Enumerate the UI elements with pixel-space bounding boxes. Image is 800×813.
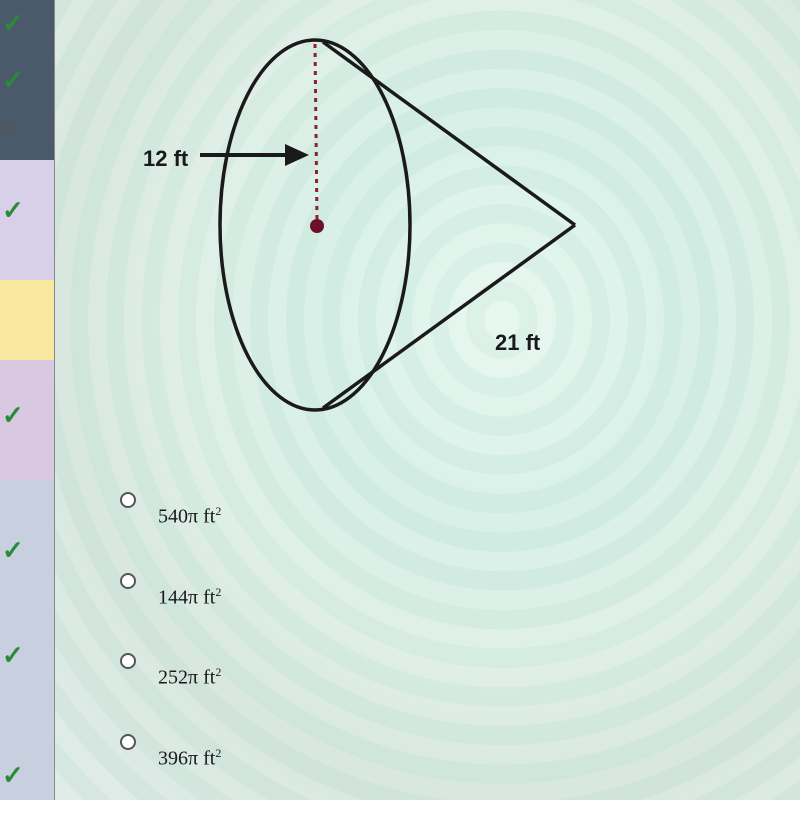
check-icon: ✓ <box>2 400 24 431</box>
option-d[interactable]: 396π ft2 <box>120 732 520 771</box>
option-c[interactable]: 252π ft2 <box>120 651 520 690</box>
cone-top-edge <box>323 42 575 225</box>
radius-dash-line <box>315 44 317 220</box>
radio-icon[interactable] <box>120 573 136 589</box>
check-icon: ✓ <box>2 195 24 226</box>
cone-bottom-edge <box>323 225 575 408</box>
option-c-label: 252π ft2 <box>158 665 221 690</box>
option-d-label: 396π ft2 <box>158 746 221 771</box>
main-content: 12 ft 21 ft 540π ft2 144π ft2 252π ft2 3… <box>55 0 800 800</box>
check-icon: ✓ <box>2 65 24 96</box>
radio-icon[interactable] <box>120 734 136 750</box>
cone-diagram: 12 ft 21 ft <box>95 20 595 440</box>
slant-label: 21 ft <box>495 330 540 356</box>
check-icon: ✓ <box>2 640 24 671</box>
option-b[interactable]: 144π ft2 <box>120 571 520 610</box>
radio-icon[interactable] <box>120 653 136 669</box>
check-icon: ✓ <box>2 535 24 566</box>
radius-label: 12 ft <box>143 146 188 172</box>
answer-options: 540π ft2 144π ft2 252π ft2 396π ft2 <box>120 490 520 813</box>
arrow-head-icon <box>285 144 309 166</box>
option-a[interactable]: 540π ft2 <box>120 490 520 529</box>
percent-label: % <box>0 118 16 139</box>
check-icon: ✓ <box>2 8 24 39</box>
center-dot-icon <box>310 219 324 233</box>
check-icon: ✓ <box>2 760 24 791</box>
sidebar: ✓ ✓ % ✓ ✓ ✓ ✓ ✓ <box>0 0 55 800</box>
radio-icon[interactable] <box>120 492 136 508</box>
option-b-label: 144π ft2 <box>158 585 221 610</box>
cone-svg <box>95 20 595 440</box>
option-a-label: 540π ft2 <box>158 504 221 529</box>
